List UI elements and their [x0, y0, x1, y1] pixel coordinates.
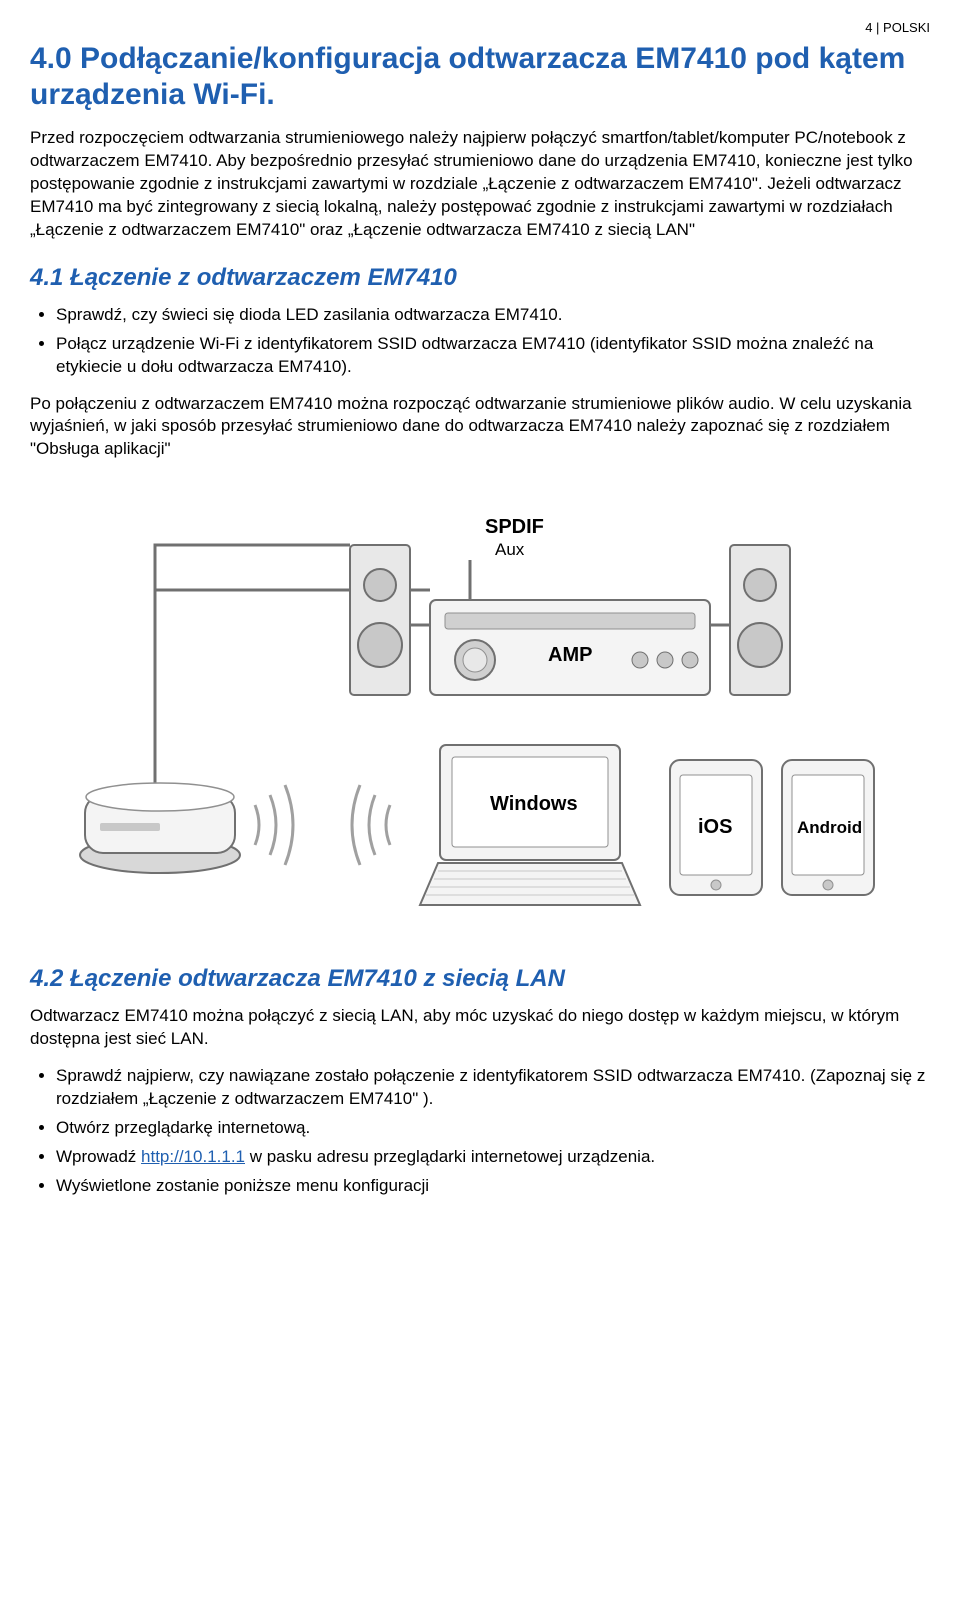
config-url-link[interactable]: http://10.1.1.1	[141, 1147, 245, 1166]
android-tablet-icon: Android	[782, 760, 874, 895]
list-item: Wyświetlone zostanie poniższe menu konfi…	[56, 1175, 930, 1198]
list-item: Otwórz przeglądarkę internetową.	[56, 1117, 930, 1140]
list-item: Połącz urządzenie Wi-Fi z identyfikatore…	[56, 333, 930, 379]
page-header: 4 | POLSKI	[30, 20, 930, 35]
label-amp: AMP	[548, 644, 592, 666]
page-lang: POLSKI	[883, 20, 930, 35]
label-windows: Windows	[490, 793, 578, 815]
label-aux: Aux	[495, 540, 525, 559]
heading-4-2: 4.2 Łączenie odtwarzacza EM7410 z siecią…	[30, 965, 930, 993]
list-4-1: Sprawdź, czy świeci się dioda LED zasila…	[30, 304, 930, 379]
paragraph-4-1: Po połączeniu z odtwarzaczem EM7410 możn…	[30, 393, 930, 462]
list-item: Sprawdź najpierw, czy nawiązane zostało …	[56, 1065, 930, 1111]
wifi-waves-icon	[255, 785, 390, 865]
list-4-2: Sprawdź najpierw, czy nawiązane zostało …	[30, 1065, 930, 1198]
label-android: Android	[797, 818, 862, 837]
intro-paragraph: Przed rozpoczęciem odtwarzania strumieni…	[30, 127, 930, 242]
speaker-left-icon	[350, 545, 410, 695]
list-item: Sprawdź, czy świeci się dioda LED zasila…	[56, 304, 930, 327]
speaker-right-icon	[730, 545, 790, 695]
list-item: Wprowadź http://10.1.1.1 w pasku adresu …	[56, 1146, 930, 1169]
label-ios: iOS	[698, 816, 732, 838]
amplifier-icon: AMP	[430, 600, 710, 695]
em7410-device-icon	[80, 783, 240, 873]
ios-tablet-icon: iOS	[670, 760, 762, 895]
laptop-icon: Windows	[420, 745, 640, 905]
text: Wprowadź	[56, 1147, 141, 1166]
heading-4-0: 4.0 Podłączanie/konfiguracja odtwarzacza…	[30, 41, 930, 113]
label-spdif: SPDIF	[485, 516, 544, 538]
page-number: 4	[865, 20, 872, 35]
paragraph-4-2: Odtwarzacz EM7410 można połączyć z sieci…	[30, 1005, 930, 1051]
connection-diagram: SPDIF Aux AMP	[70, 485, 890, 925]
heading-4-1: 4.1 Łączenie z odtwarzaczem EM7410	[30, 264, 930, 292]
text: w pasku adresu przeglądarki internetowej…	[245, 1147, 655, 1166]
